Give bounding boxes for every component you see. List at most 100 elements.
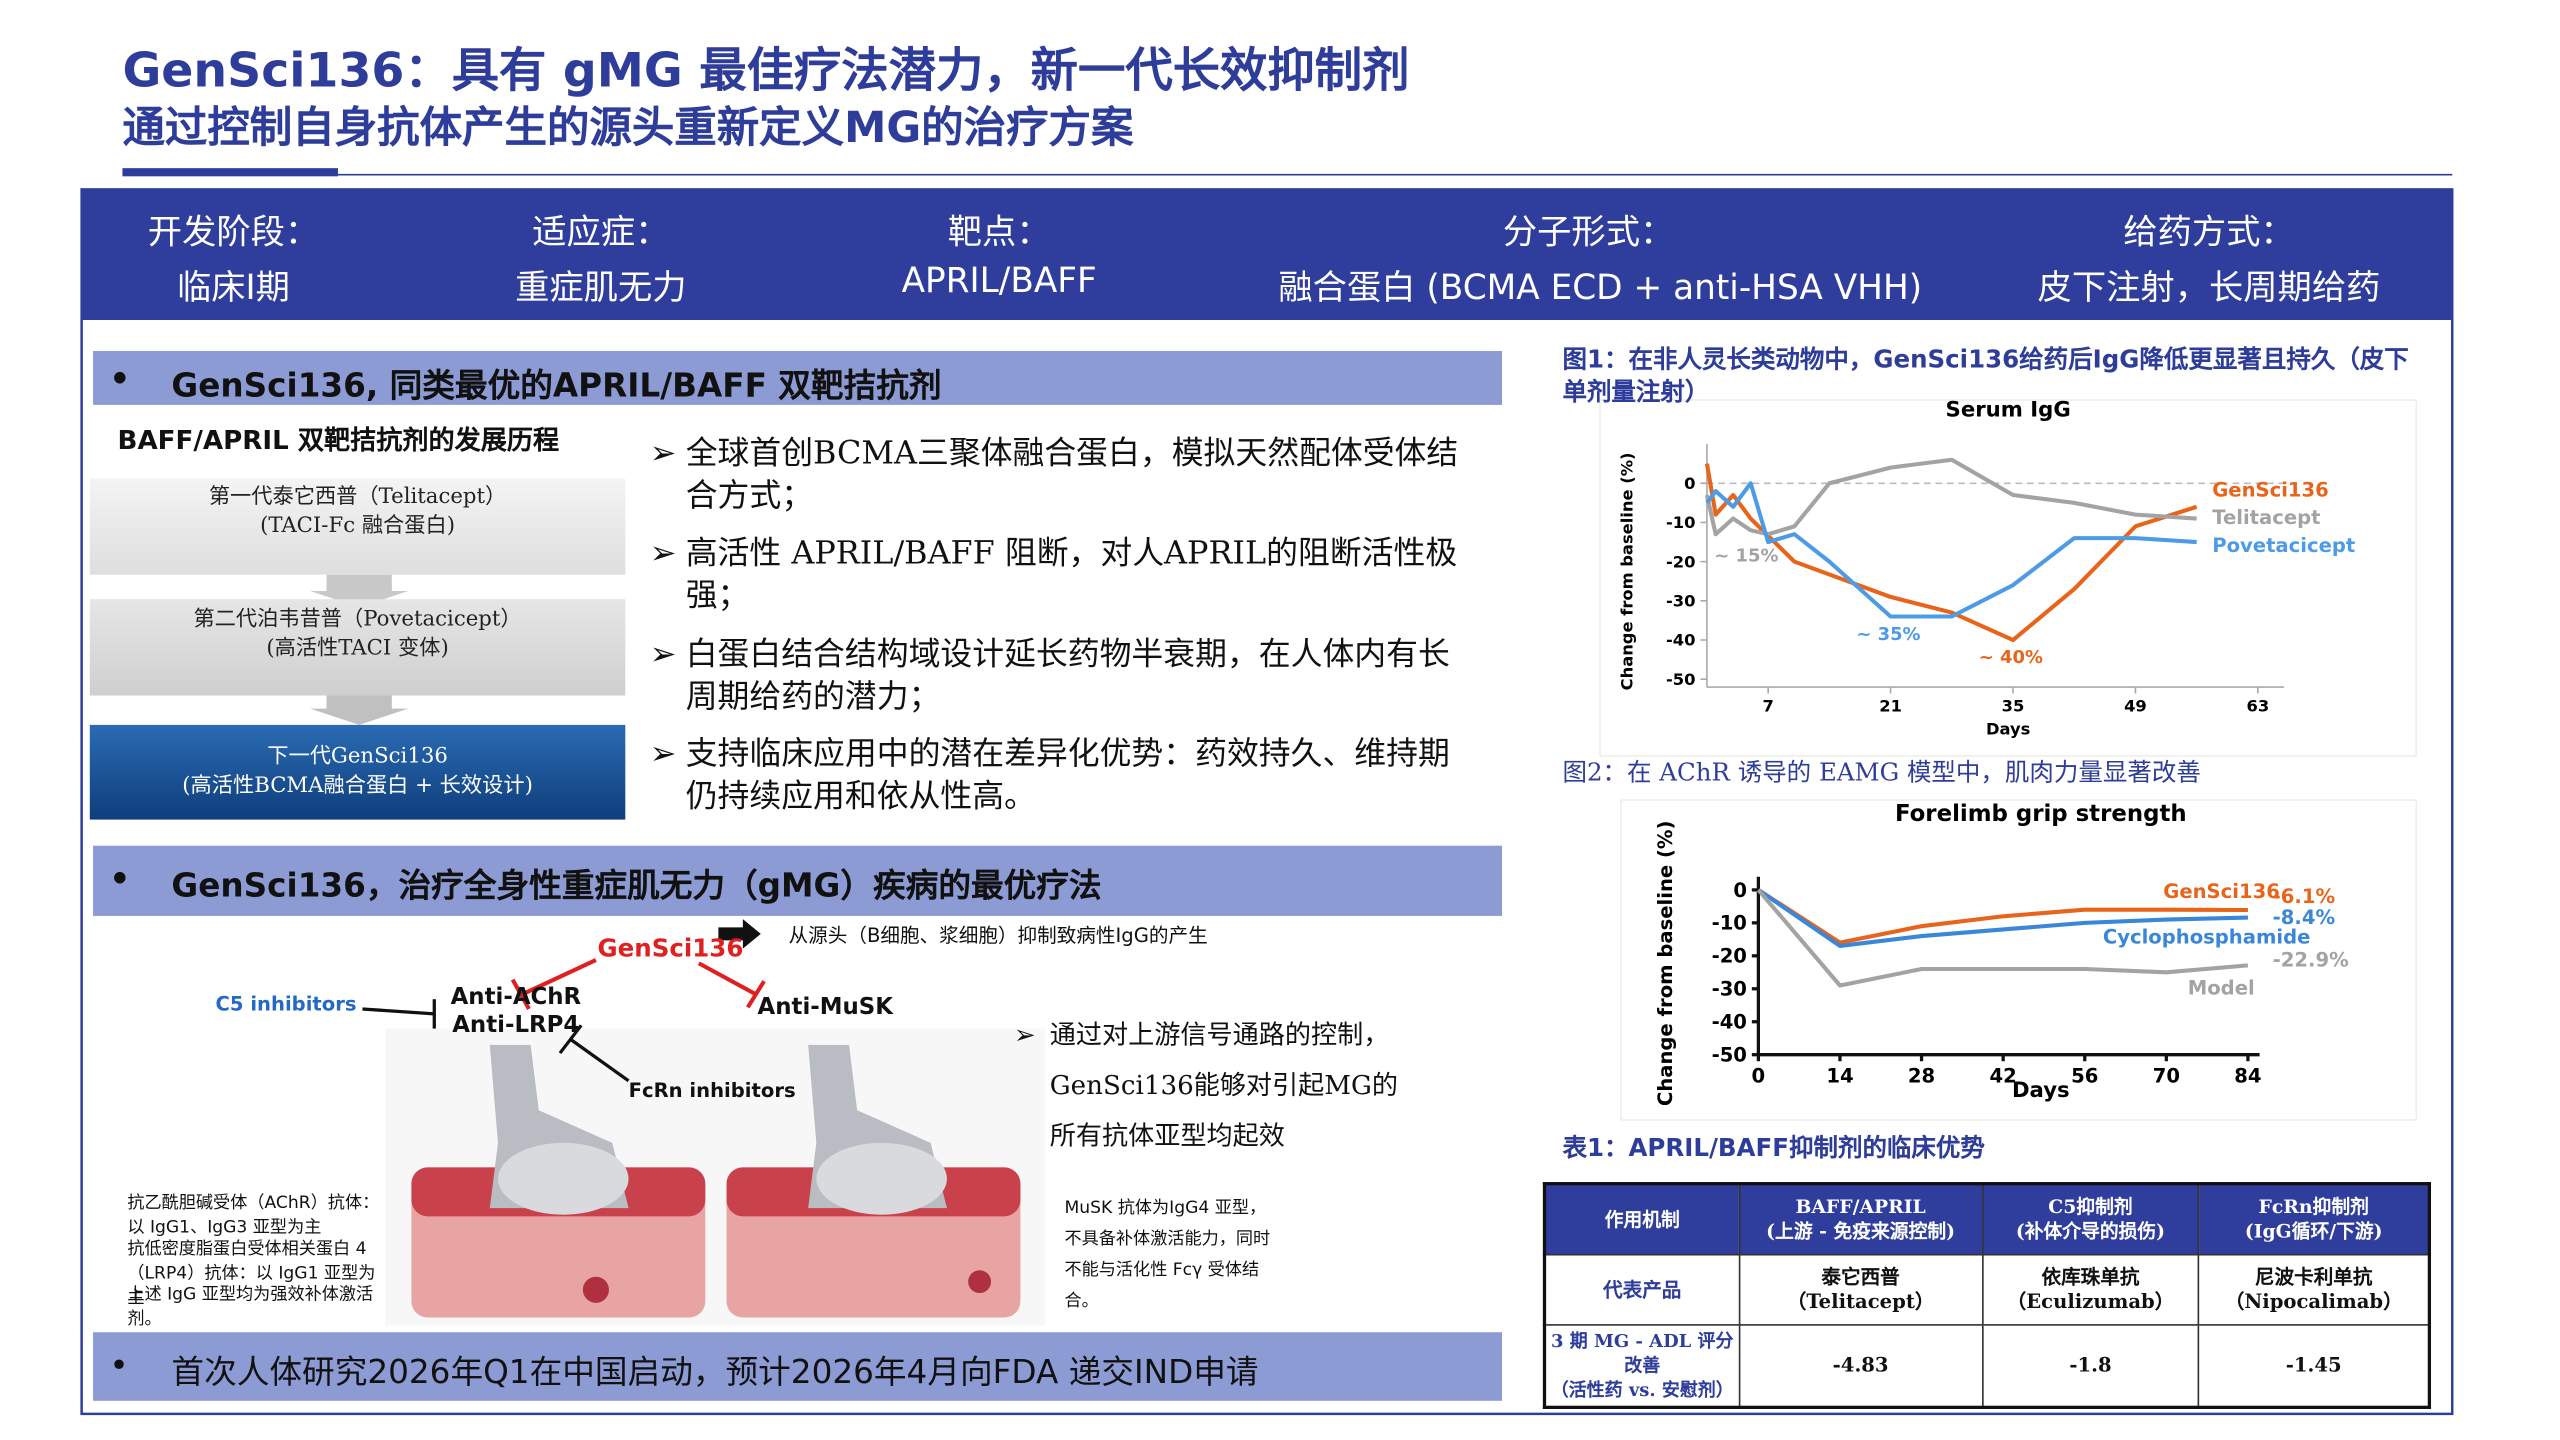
cell-text: 作用机制 [1604, 1207, 1680, 1231]
stage-name: 第二代泊韦昔普（Povetacicept） [193, 607, 522, 632]
cell-text: -1.45 [2285, 1353, 2342, 1377]
series-label: GenSci136 [2163, 880, 2280, 903]
cell-text: 泰它西普 [1821, 1265, 1900, 1289]
stage-desc: (TACI-Fc 融合蛋白) [260, 514, 456, 539]
diagram-label: Anti-LRP4 [452, 1012, 580, 1039]
annotation: ~ 15% [1714, 546, 1778, 567]
header-cell: C5抑制剂 (补体介导的损伤) [1981, 1182, 2200, 1256]
chart-title: Forelimb grip strength [1895, 801, 2187, 827]
cell-note: (上游 - 免疫来源控制) [1766, 1219, 1956, 1243]
note: MuSK 抗体为IgG4 亚型，不具备补体激活能力，同时不能与活化性 Fcγ 受… [1064, 1198, 1271, 1312]
y-tick-label: -50 [1666, 670, 1695, 689]
stage-desc: (高活性TACI 变体) [266, 636, 449, 662]
stage-box [89, 599, 626, 696]
series-label: Povetacicept [2212, 534, 2355, 557]
diagram-label: Anti-MuSK [757, 994, 893, 1021]
cell-text: -1.8 [2069, 1353, 2112, 1377]
inhibit-line [521, 958, 597, 997]
bullet: 支持临床应用中的潜在差异化优势：药效持久、维持期仍持续应用和依从性高。 [650, 733, 1470, 818]
cell-text: BAFF/APRIL [1795, 1195, 1926, 1218]
y-tick-label: 0 [1684, 474, 1695, 493]
y-axis-label: Change from baseline (%) [1654, 820, 1677, 1106]
cell-text: C5抑制剂 [2048, 1195, 2133, 1218]
cell: -1.8 [1981, 1324, 2200, 1409]
stage-box [89, 478, 626, 575]
cell-note: （Eculizumab） [2006, 1289, 2175, 1313]
inhibit-bar [510, 978, 531, 1010]
info-label: 分子形式： [1502, 212, 1675, 252]
x-tick-label: 70 [2153, 1064, 2180, 1087]
x-axis-label: Days [1986, 720, 2030, 739]
y-tick-label: -50 [1712, 1044, 1747, 1067]
y-tick-label: -20 [1666, 552, 1695, 571]
series-line [1757, 888, 2248, 948]
figure-caption: 图1：在非人灵长类动物中，GenSci136给药后IgG降低更显著且持久（皮下单… [1562, 344, 2409, 407]
info-value: 融合蛋白 (BCMA ECD + anti-HSA VHH) [1278, 267, 1923, 307]
series-label: Cyclophosphamide [2103, 926, 2311, 949]
bullet: 白蛋白结合结构域设计延长药物半衰期，在人体内有长周期给药的潜力； [650, 633, 1470, 718]
cell: -4.83 [1738, 1324, 1983, 1409]
y-tick-label: -40 [1666, 631, 1695, 650]
header-accent [122, 168, 338, 177]
cell-text: 代表产品 [1603, 1277, 1682, 1301]
y-tick-label: -20 [1712, 945, 1747, 968]
cell-text: -4.83 [1832, 1353, 1889, 1377]
section-heading: GenSci136, 同类最优的APRIL/BAFF 双靶拮抗剂 [109, 359, 941, 406]
cell-note: （Telitacept） [1786, 1289, 1935, 1313]
x-tick-label: 56 [2071, 1064, 2098, 1087]
y-tick-label: -10 [1666, 513, 1695, 532]
cell-note: (IgG循环/下游) [2244, 1219, 2383, 1243]
bullet: 全球首创BCMA三聚体融合蛋白，模拟天然配体受体结合方式； [650, 433, 1470, 518]
info-bar [81, 189, 2453, 320]
bullet: 高活性 APRIL/BAFF 阻断，对人APRIL的阻断活性极强； [650, 532, 1470, 617]
diagram-label: GenSci136 [597, 933, 744, 964]
y-axis-label: Change from baseline (%) [1618, 452, 1637, 690]
series-line [1756, 888, 2249, 988]
header-cell: 作用机制 [1543, 1182, 1740, 1256]
x-tick-label: 35 [2002, 697, 2025, 716]
series-label: GenSci136 [2212, 478, 2329, 501]
section-heading: GenSci136，治疗全身性重症肌无力（gMG）疾病的最优疗法 [109, 859, 1101, 906]
end-label: -8.4% [2273, 906, 2335, 929]
info-label: 适应症： [532, 212, 670, 252]
stage-box [89, 724, 626, 820]
info-value: 皮下注射，长周期给药 [2037, 267, 2381, 307]
timeline-title: BAFF/APRIL 双靶拮抗剂的发展历程 [117, 424, 560, 456]
x-tick-label: 42 [1990, 1064, 2017, 1087]
table: 作用机制 BAFF/APRIL (上游 - 免疫来源控制) C5抑制剂 (补体介导的… [1542, 1182, 2432, 1409]
stage-desc: (高活性BCMA融合蛋白 + 长效设计) [182, 773, 533, 799]
header-cell: FcRn抑制剂 (IgG循环/下游) [2198, 1182, 2431, 1256]
title: GenSci136：具有 gMG 最佳疗法潜力，新一代长效抑制剂 [122, 42, 1410, 98]
cell-note: （活性药 vs. 安慰剂） [1550, 1379, 1734, 1401]
header-cell: BAFF/APRIL (上游 - 免疫来源控制) [1738, 1182, 1983, 1256]
inhibit-line [570, 1038, 630, 1083]
chart-title: Serum IgG [1946, 397, 2071, 422]
series-label: Telitacept [2212, 506, 2320, 529]
inhibit-bar [558, 1024, 583, 1055]
cell-note: (补体介导的损伤) [2015, 1219, 2166, 1243]
diagram-label: FcRn inhibitors [628, 1079, 796, 1103]
x-tick-label: 0 [1752, 1064, 1766, 1087]
frame [80, 188, 2454, 1416]
y-tick-label: -10 [1712, 912, 1747, 935]
y-tick-label: -30 [1712, 978, 1747, 1001]
y-tick-label: -40 [1712, 1011, 1747, 1034]
synapse-illustration [385, 1028, 1045, 1326]
arrow [718, 919, 761, 949]
cell: 泰它西普 （Telitacept） [1738, 1253, 1983, 1326]
cell-text: 尼波卡利单抗 [2254, 1265, 2373, 1289]
figure-caption: 图2：在 AChR 诱导的 EAMG 模型中，肌肉力量显著改善 [1562, 757, 2201, 787]
diagram-label: Anti-AChR [450, 984, 582, 1011]
footer-bullet: 首次人体研究2026年Q1在中国启动，预计2026年4月向FDA 递交IND申请 [109, 1345, 1258, 1392]
note: 上述 IgG 亚型均为强效补体激活剂。 [127, 1284, 374, 1329]
cell-text: 依库珠单抗 [2041, 1265, 2140, 1289]
info-label: 靶点： [947, 212, 1051, 252]
chart-frame [1599, 399, 2418, 757]
y-tick-label: -30 [1666, 592, 1695, 611]
y-tick-label: 0 [1733, 879, 1747, 902]
cell: 依库珠单抗 （Eculizumab） [1981, 1253, 2200, 1326]
cell: -1.45 [2198, 1324, 2431, 1409]
annotation: ~ 35% [1856, 624, 1920, 645]
x-tick-label: 84 [2234, 1064, 2261, 1087]
